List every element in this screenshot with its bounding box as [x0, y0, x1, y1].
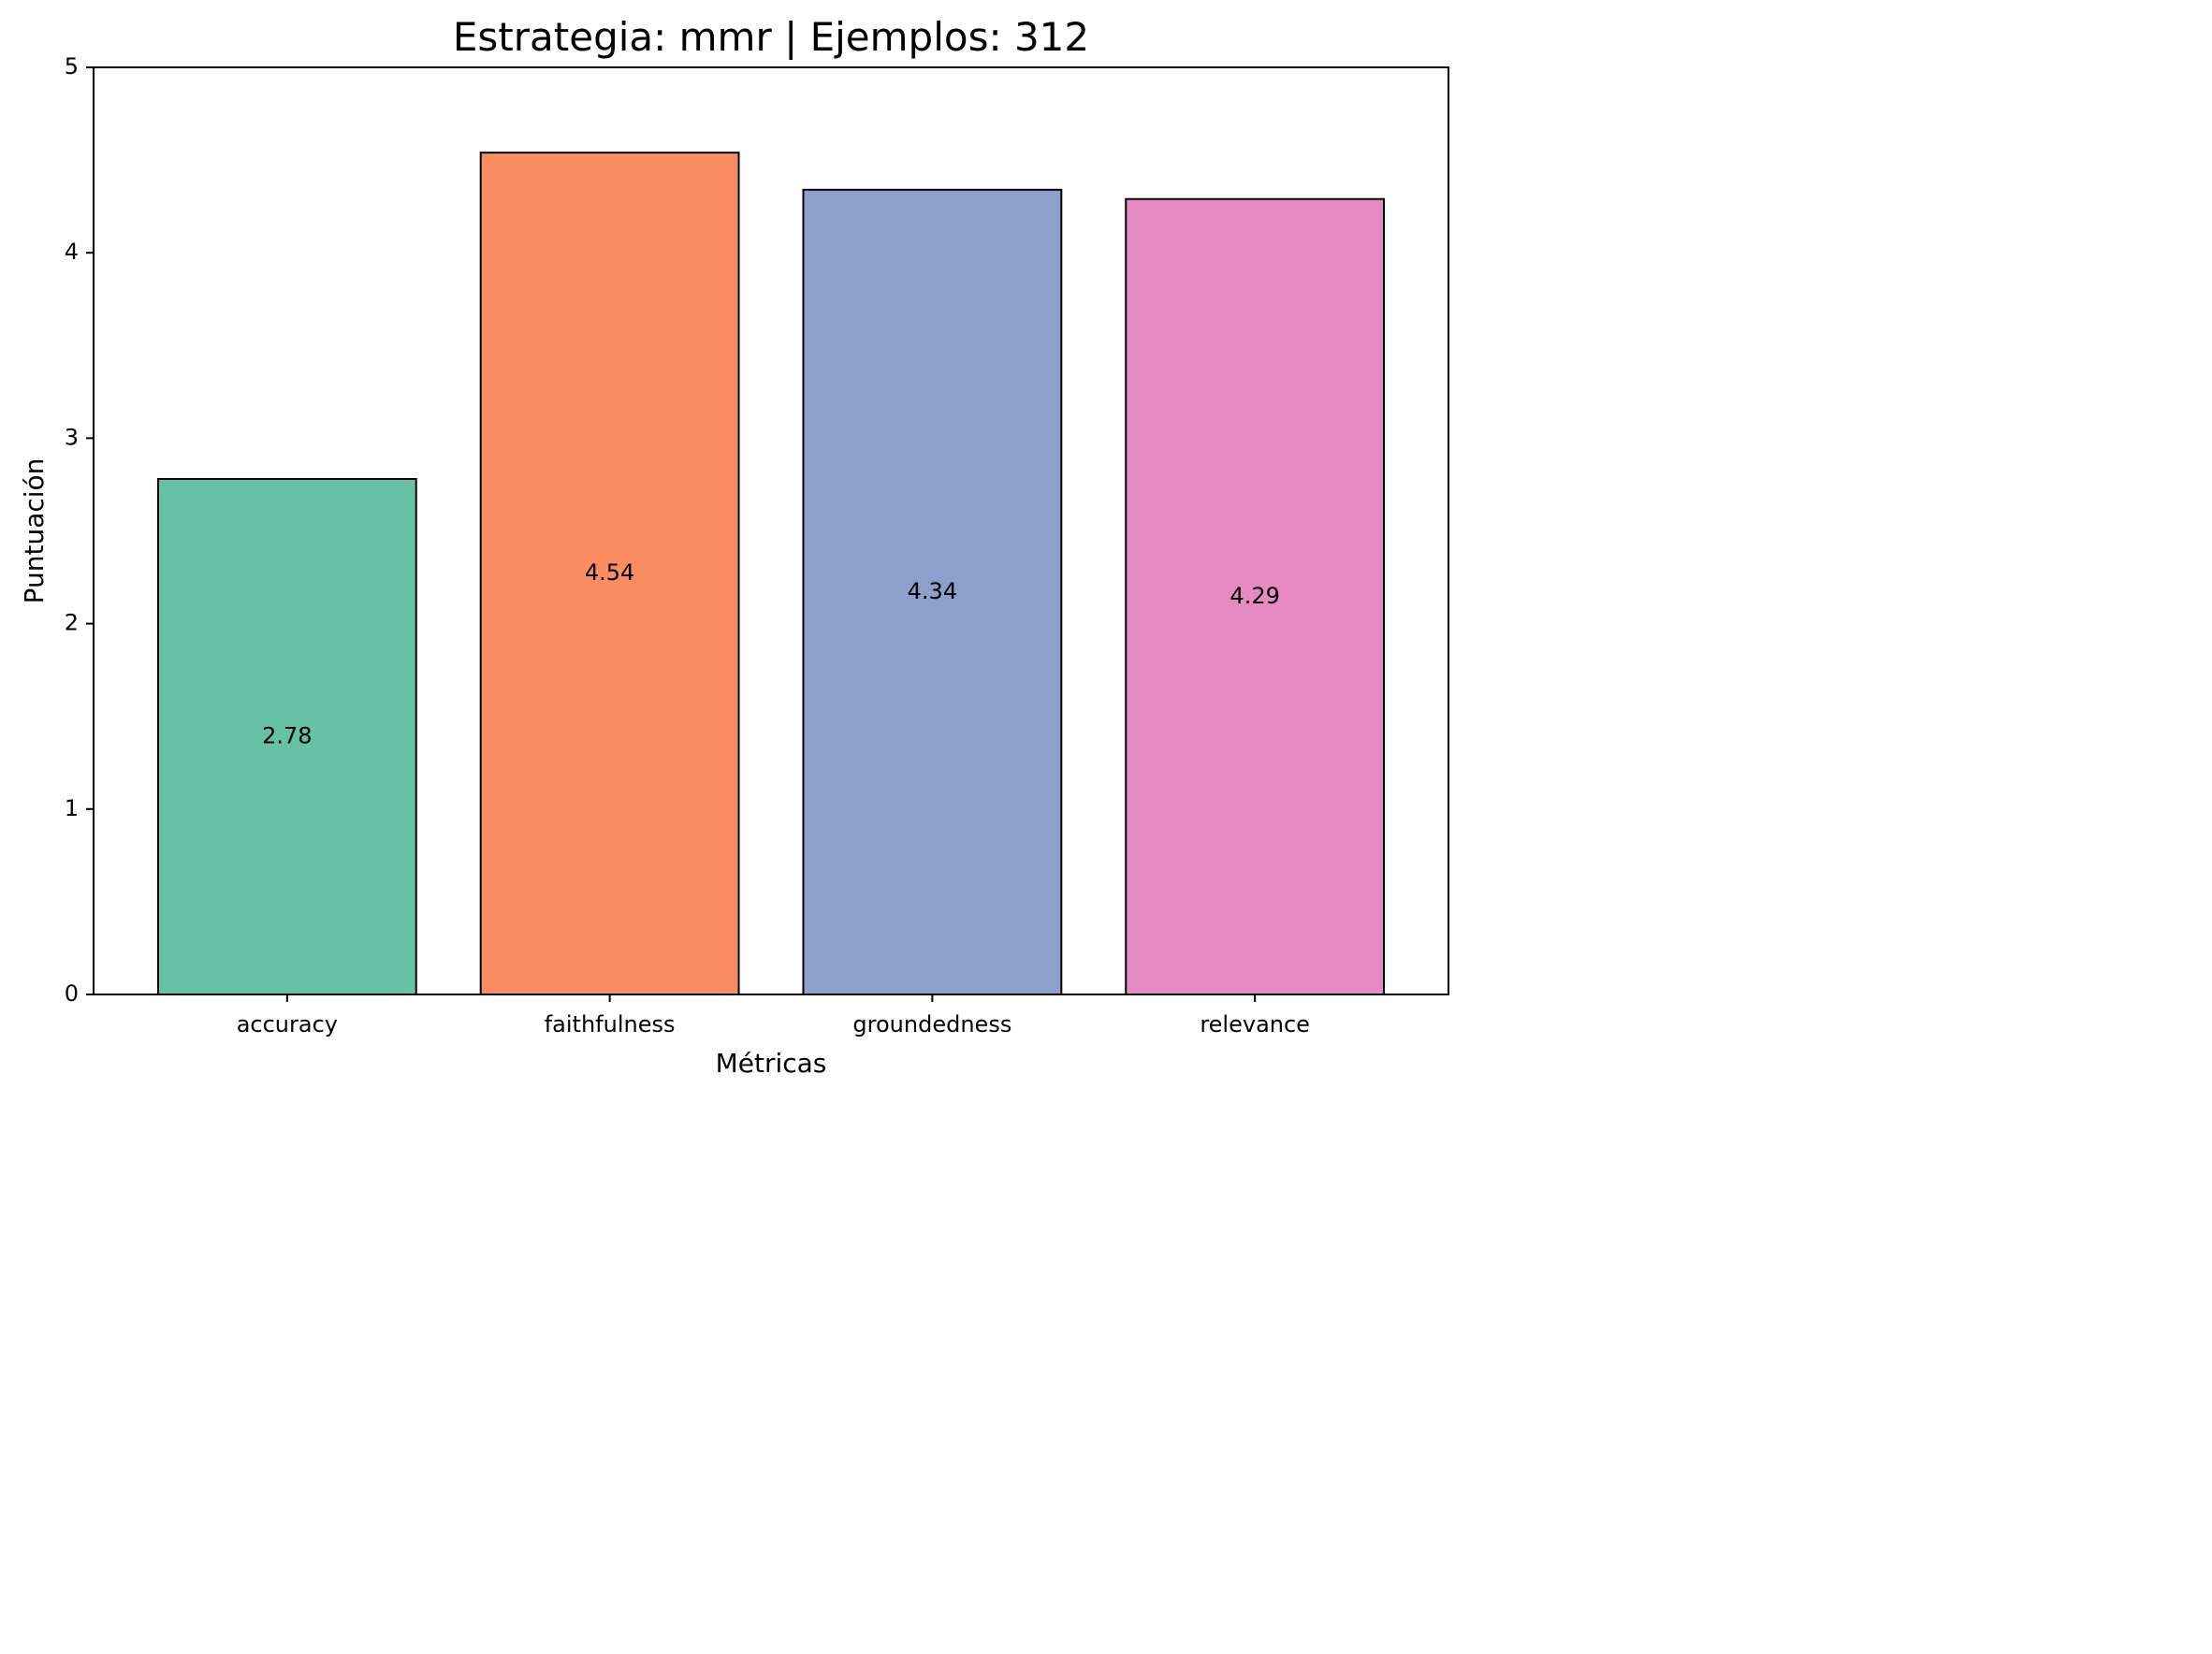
x-tick-label: groundedness: [852, 1011, 1011, 1037]
x-axis-title: Métricas: [716, 1048, 827, 1079]
bar-groundedness: [802, 188, 1063, 995]
y-tick-label: 1: [65, 795, 79, 821]
y-tick-label: 2: [65, 610, 79, 636]
x-tick-label: relevance: [1200, 1011, 1310, 1037]
bar-value-label: 4.29: [1230, 583, 1279, 609]
bar-labels-layer: 2.78 4.54 4.34 4.29: [262, 559, 1280, 748]
bar-accuracy: [156, 478, 417, 995]
x-tick-label: faithfulness: [545, 1011, 676, 1037]
x-tick-label: accuracy: [237, 1011, 338, 1037]
bar-chart: 2.78 4.54 4.34 4.29 0 1 2 3 4 5 accuracy faithful…: [19, 14, 1449, 1079]
y-tick-label: 0: [65, 980, 79, 1007]
chart-title: Estrategia: mmr | Ejemplos: 312: [453, 14, 1089, 60]
bar-faithfulness: [479, 152, 740, 995]
bar-relevance: [1125, 197, 1386, 996]
y-tick-label: 3: [65, 424, 79, 450]
bar-value-label: 4.54: [585, 559, 634, 586]
bars-layer: [156, 152, 1386, 996]
bar-value-label: 2.78: [262, 723, 312, 749]
bar-value-label: 4.34: [908, 578, 957, 604]
plot-frame: [93, 66, 1449, 995]
y-tick-label: 4: [65, 239, 79, 265]
x-axis-ticks: accuracy faithfulness groundedness relevanc…: [237, 994, 1310, 1037]
y-axis-ticks: 0 1 2 3 4 5: [65, 53, 94, 1007]
y-tick-label: 5: [65, 53, 79, 80]
chart-root: 2.78 4.54 4.34 4.29 0 1 2 3 4 5 accuracy faithful…: [0, 0, 1467, 1096]
y-axis-title: Puntuación: [19, 458, 50, 604]
